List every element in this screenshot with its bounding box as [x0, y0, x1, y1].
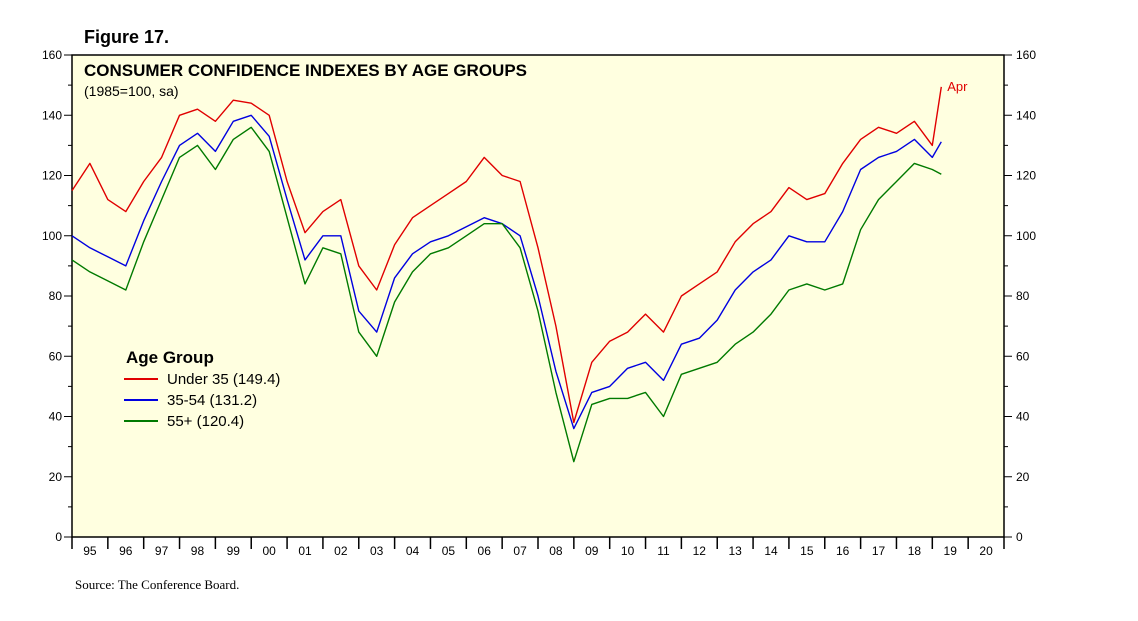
y-tick-label-right: 160	[1016, 48, 1036, 62]
legend-label-3: 55+ (120.4)	[167, 413, 244, 430]
x-tick-label: 17	[872, 544, 886, 558]
x-tick-label: 09	[585, 544, 599, 558]
y-tick-label-left: 20	[49, 470, 63, 484]
series-lines	[71, 86, 942, 463]
y-tick-label-left: 40	[49, 410, 63, 424]
x-tick-label: 95	[83, 544, 97, 558]
series-line-3	[71, 126, 942, 463]
x-axis: 95 96 97 98 99 00 01 02 03 04 05 06 07 08 09 10 11 12 13 14…	[71, 537, 1005, 558]
x-tick-label: 14	[764, 544, 778, 558]
chart-title: CONSUMER CONFIDENCE INDEXES BY AGE GROUP…	[84, 61, 527, 80]
x-tick-label: 13	[728, 544, 742, 558]
x-tick-label: 12	[693, 544, 707, 558]
x-tick-label: 99	[227, 544, 241, 558]
y-tick-label-left: 0	[55, 530, 62, 544]
x-tick-label: 06	[478, 544, 492, 558]
x-tick-label: 01	[298, 544, 312, 558]
x-tick-label: 00	[262, 544, 276, 558]
x-tick-label: 15	[800, 544, 814, 558]
x-tick-label: 20	[979, 544, 993, 558]
y-tick-label-right: 60	[1016, 349, 1030, 363]
x-tick-label: 02	[334, 544, 348, 558]
x-tick-label: 07	[513, 544, 527, 558]
chart-subtitle: (1985=100, sa)	[84, 83, 179, 99]
series-line-2	[71, 114, 942, 430]
x-tick-label: 16	[836, 544, 850, 558]
y-tick-label-left: 160	[42, 48, 62, 62]
y-tick-label-left: 80	[49, 289, 63, 303]
y-tick-label-right: 80	[1016, 289, 1030, 303]
source-note: Source: The Conference Board.	[75, 577, 240, 592]
series-line-1	[71, 86, 942, 424]
x-tick-label: 11	[657, 544, 670, 558]
x-tick-label: 97	[155, 544, 169, 558]
x-tick-label: 03	[370, 544, 384, 558]
legend: Age Group Under 35 (149.4) 35-54 (131.2) 5…	[124, 348, 280, 430]
x-tick-label: 19	[944, 544, 958, 558]
x-tick-label: 10	[621, 544, 635, 558]
legend-title: Age Group	[126, 348, 214, 367]
x-tick-label: 05	[442, 544, 456, 558]
y-tick-label-right: 40	[1016, 410, 1030, 424]
y-tick-label-left: 120	[42, 169, 62, 183]
x-tick-label: 98	[191, 544, 205, 558]
y-tick-label-right: 140	[1016, 108, 1036, 122]
legend-label-1: Under 35 (149.4)	[167, 371, 280, 388]
y-tick-label-left: 60	[49, 349, 63, 363]
x-tick-label: 04	[406, 544, 420, 558]
x-tick-label: 18	[908, 544, 922, 558]
x-tick-label: 08	[549, 544, 563, 558]
end-annotation: Apr	[947, 79, 968, 94]
y-axis-left: 0 20 40 60 80 100 120 140 160	[42, 48, 72, 544]
figure-label: Figure 17.	[84, 27, 170, 47]
x-tick-label: 96	[119, 544, 133, 558]
y-tick-label-right: 120	[1016, 169, 1036, 183]
y-tick-label-right: 100	[1016, 229, 1036, 243]
y-tick-label-right: 20	[1016, 470, 1030, 484]
y-axis-right: 0 20 40 60 80 100 120 140 160	[1004, 48, 1036, 544]
y-tick-label-right: 0	[1016, 530, 1023, 544]
y-tick-label-left: 100	[42, 229, 62, 243]
legend-label-2: 35-54 (131.2)	[167, 392, 257, 409]
y-tick-label-left: 140	[42, 108, 62, 122]
